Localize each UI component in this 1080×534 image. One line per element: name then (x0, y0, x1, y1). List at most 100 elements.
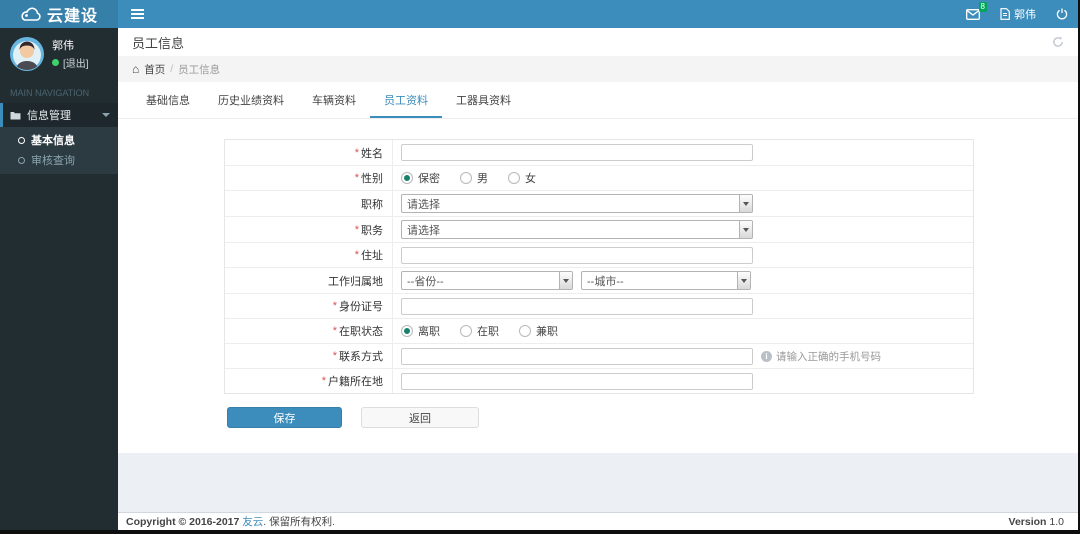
name-input[interactable] (401, 144, 753, 161)
employment-status-radio-group: 离职 在职 兼职 (401, 323, 578, 339)
field-label: 住址 (361, 250, 383, 262)
copyright-suffix: . 保留所有权利. (263, 516, 336, 528)
gender-radio-group: 保密 男 女 (401, 170, 556, 186)
required-mark: * (354, 249, 359, 261)
dropdown-arrow-icon (739, 221, 752, 238)
status-radio-employed[interactable] (460, 325, 472, 337)
user-panel: 郭伟 [退出] (0, 28, 118, 81)
tab-tools-data[interactable]: 工器具资料 (456, 95, 511, 107)
radio-label: 离职 (418, 326, 440, 338)
breadcrumb-current: 员工信息 (178, 63, 221, 76)
form-row-gender: * 性别 保密 男 女 (225, 165, 973, 190)
tab-bar: 基础信息 历史业绩资料 车辆资料 员工资料 工器具资料 (118, 82, 1078, 119)
field-label: 户籍所在地 (328, 376, 383, 388)
phone-hint-text: 请输入正确的手机号码 (776, 350, 881, 363)
save-button[interactable]: 保存 (227, 407, 342, 428)
status-radio-parttime[interactable] (519, 325, 531, 337)
breadcrumb-home[interactable]: 首页 (144, 63, 166, 76)
form-buttons: 保存 返回 (227, 407, 1078, 428)
form-row-work-location: 工作归属地 --省份-- --城市-- (225, 267, 973, 293)
messages-button[interactable]: 8 (956, 0, 990, 28)
sidebar-item-basic-info[interactable]: 基本信息 (0, 130, 118, 150)
tab-employee-data[interactable]: 员工资料 (370, 82, 442, 118)
version-value: 1.0 (1049, 515, 1064, 528)
sidebar-item-label: 信息管理 (27, 110, 71, 122)
form-row-id-number: * 身份证号 (225, 293, 973, 318)
form-row-contact: * 联系方式 i 请输入正确的手机号码 (225, 343, 973, 368)
tab-basic-info[interactable]: 基础信息 (146, 95, 190, 107)
select-value: --城市-- (587, 275, 624, 288)
sidebar-item-audit-query[interactable]: 审核查询 (0, 150, 118, 170)
folder-icon (10, 111, 21, 120)
navbar-right-menu: 8 郭伟 (956, 0, 1078, 28)
footer: Copyright © 2016-2017 友云. 保留所有权利. Versio… (118, 512, 1078, 530)
profile-file-icon (1000, 8, 1010, 20)
field-label: 身份证号 (339, 301, 383, 313)
title-select[interactable]: 请选择 (401, 194, 753, 213)
phone-hint: i 请输入正确的手机号码 (761, 349, 881, 364)
form-row-position: * 职务 请选择 (225, 216, 973, 242)
city-select[interactable]: --城市-- (581, 271, 751, 290)
copyright-text: Copyright © 2016-2017 友云. 保留所有权利. (126, 514, 335, 529)
required-mark: * (354, 223, 359, 236)
page-title: 员工信息 (132, 35, 185, 51)
breadcrumb: ⌂ 首页 / 员工信息 (118, 56, 1078, 82)
navbar-main: 8 郭伟 (118, 0, 1078, 28)
online-status-dot (52, 58, 59, 66)
dropdown-arrow-icon (739, 195, 752, 212)
id-number-input[interactable] (401, 297, 753, 315)
gender-radio-secret[interactable] (401, 172, 413, 184)
logo-cloud-icon (20, 7, 42, 22)
sidebar-submenu: 基本信息 审核查询 (0, 127, 118, 174)
app-logo[interactable]: 云建设 (0, 0, 118, 28)
household-registration-input[interactable] (401, 372, 753, 390)
back-button[interactable]: 返回 (361, 407, 479, 428)
contact-input[interactable] (401, 347, 753, 365)
envelope-icon (966, 8, 980, 20)
field-label: 职务 (361, 224, 383, 237)
chevron-down-icon (102, 113, 110, 117)
address-input[interactable] (401, 246, 753, 264)
gender-radio-female[interactable] (508, 172, 520, 184)
dropdown-arrow-icon (737, 272, 750, 289)
sidebar-nav-header: MAIN NAVIGATION (10, 88, 90, 98)
status-radio-resigned[interactable] (401, 325, 413, 337)
province-select[interactable]: --省份-- (401, 271, 573, 290)
circle-icon (18, 136, 25, 144)
user-menu-button[interactable]: 郭伟 (990, 0, 1046, 28)
field-label: 职称 (361, 198, 383, 211)
radio-label: 保密 (418, 173, 440, 185)
sidebar-item-info-management[interactable]: 信息管理 (0, 103, 118, 127)
form-table: * 姓名 * 性别 保密 男 女 (224, 139, 974, 394)
radio-label: 男 (477, 173, 488, 185)
version-text: Version 1.0 (1009, 516, 1064, 528)
logo-text: 云建设 (46, 8, 98, 25)
tab-history-performance[interactable]: 历史业绩资料 (218, 95, 284, 107)
field-label: 在职状态 (339, 326, 383, 338)
logout-button[interactable] (1046, 0, 1078, 28)
submenu-item-label: 审核查询 (31, 155, 75, 167)
message-count-badge: 8 (978, 2, 987, 12)
main-content: 员工信息 ⌂ 首页 / 员工信息 基础信息 历史业绩资料 车辆资料 员工资料 工… (118, 28, 1078, 530)
position-select[interactable]: 请选择 (401, 220, 753, 239)
select-value: 请选择 (407, 224, 440, 237)
logout-link[interactable]: [退出] (63, 58, 89, 70)
submenu-item-label: 基本信息 (31, 135, 75, 147)
select-value: 请选择 (407, 198, 440, 211)
radio-label: 在职 (477, 326, 499, 338)
field-label: 工作归属地 (328, 275, 383, 288)
sidebar-toggle-icon[interactable] (118, 0, 157, 28)
form-row-address: * 住址 (225, 242, 973, 267)
home-icon: ⌂ (132, 62, 140, 76)
company-link[interactable]: 友云 (242, 516, 264, 528)
radio-label: 女 (525, 173, 536, 185)
gender-radio-male[interactable] (460, 172, 472, 184)
sidebar-user-name: 郭伟 (52, 39, 74, 52)
content-filler (118, 453, 1078, 512)
avatar (9, 36, 45, 72)
tab-vehicle-data[interactable]: 车辆资料 (312, 95, 356, 107)
refresh-icon[interactable] (1052, 36, 1064, 48)
dropdown-arrow-icon (559, 272, 572, 289)
required-mark: * (332, 350, 337, 362)
form-row-employment-status: * 在职状态 离职 在职 兼职 (225, 318, 973, 343)
